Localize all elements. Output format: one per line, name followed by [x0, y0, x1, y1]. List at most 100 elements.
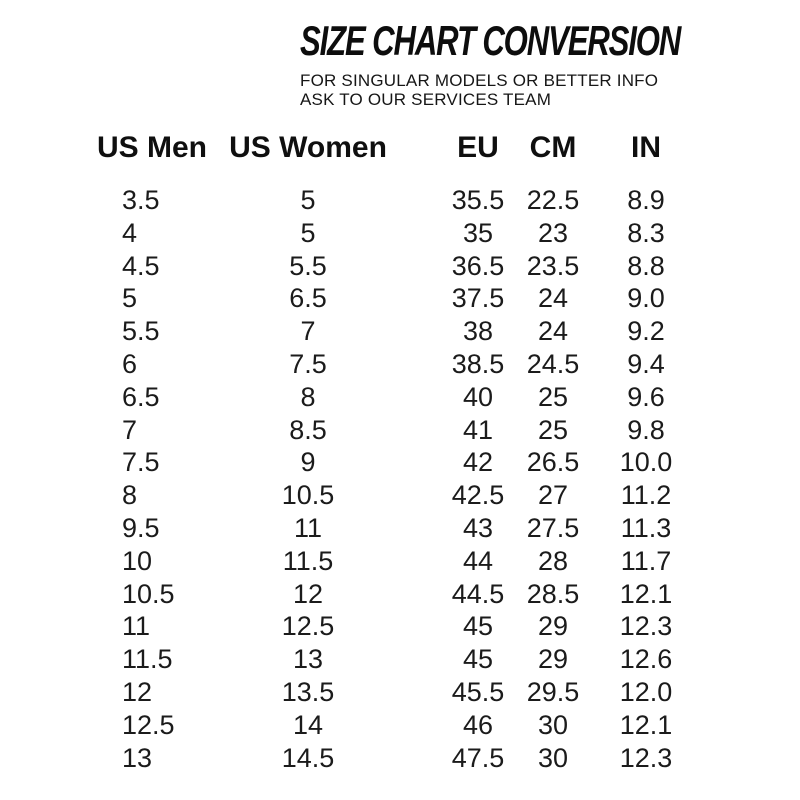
cell: 5: [300, 185, 316, 215]
cell: 7.5: [289, 348, 327, 379]
cell: 27.5: [526, 512, 580, 543]
cell: 40: [462, 381, 494, 412]
table-row: 7 8.5 41 25 9.8: [0, 414, 800, 447]
subtitle-line-2: ASK TO OUR SERVICES TEAM: [300, 90, 552, 109]
cell: 12.3: [619, 611, 673, 642]
cell: 29: [537, 644, 569, 675]
table-row: 10.5 12 44.5 28.5 12.1: [0, 578, 800, 611]
cell: 24: [537, 283, 569, 314]
column-header-in: IN: [631, 131, 661, 164]
table-row: 11 12.5 45 29 12.3: [0, 610, 800, 643]
table-row: 12 13.5 45.5 29.5 12.0: [0, 676, 800, 709]
cell: 11.3: [620, 512, 672, 543]
cell: 23.5: [526, 250, 580, 281]
cell: 6: [122, 348, 138, 379]
cell: 35.5: [451, 185, 505, 215]
subtitle-line-1: FOR SINGULAR MODELS OR BETTER INFO: [300, 71, 659, 90]
cell: 4.5: [122, 250, 160, 281]
cell: 9.4: [627, 348, 665, 379]
cell: 25: [537, 381, 569, 412]
cell: 24: [537, 316, 569, 347]
cell: 14.5: [281, 742, 335, 773]
cell: 10.5: [122, 578, 175, 609]
cell: 44: [462, 545, 494, 576]
cell: 12.3: [619, 742, 673, 773]
cell: 29: [537, 611, 569, 642]
table-row: 6.5 8 40 25 9.6: [0, 381, 800, 414]
cell: 28.5: [526, 578, 580, 609]
table-row: 7.5 9 42 26.5 10.0: [0, 446, 800, 479]
cell: 5.5: [122, 316, 160, 347]
cell: 8: [300, 381, 316, 412]
cell: 9.8: [627, 414, 665, 445]
cell: 9.0: [627, 283, 665, 314]
cell: 36.5: [451, 250, 505, 281]
cell: 22.5: [526, 185, 580, 215]
cell: 45: [462, 644, 494, 675]
cell: 12.1: [619, 709, 673, 740]
cell: 11.7: [620, 545, 672, 576]
cell: 27: [537, 480, 569, 511]
cell: 12.5: [122, 709, 175, 740]
table-row: 13 14.5 47.5 30 12.3: [0, 742, 800, 775]
cell: 6.5: [122, 381, 160, 412]
cell: 30: [537, 709, 569, 740]
table-row: 3.5 5 35.5 22.5 8.9: [0, 184, 800, 217]
cell: 29.5: [526, 676, 580, 707]
cell: 4: [122, 217, 138, 248]
cell: 37.5: [451, 283, 505, 314]
cell: 10.0: [619, 447, 673, 478]
cell: 38.5: [451, 348, 505, 379]
cell: 6.5: [289, 283, 327, 314]
cell: 12.5: [281, 611, 335, 642]
cell: 8.3: [627, 217, 665, 248]
cell: 13: [122, 742, 153, 773]
cell: 10.5: [281, 480, 335, 511]
chart-header: SIZE CHART CONVERSION FOR SINGULAR MODEL…: [300, 20, 770, 110]
cell: 5: [300, 217, 316, 248]
table-row: 4.5 5.5 36.5 23.5 8.8: [0, 250, 800, 283]
cell: 10: [122, 545, 153, 576]
cell: 5.5: [289, 250, 327, 281]
cell: 11: [122, 611, 151, 642]
cell: 8.9: [627, 185, 665, 215]
cell: 11.5: [282, 545, 334, 576]
cell: 14: [292, 709, 324, 740]
cell: 11.2: [620, 480, 672, 511]
cell: 42: [462, 447, 494, 478]
table-body: 3.5 5 35.5 22.5 8.9 4 5 35 23 8.3 4.5 5.5 36.5 23.5 8.…: [0, 184, 800, 774]
cell: 46: [462, 709, 494, 740]
column-header-cm: CM: [529, 131, 577, 164]
cell: 8.8: [627, 250, 665, 281]
cell: 8.5: [289, 414, 327, 445]
cell: 9.2: [627, 316, 665, 347]
cell: 24.5: [526, 348, 580, 379]
cell: 11: [293, 512, 323, 543]
cell: 9.6: [627, 381, 665, 412]
cell: 26.5: [526, 447, 580, 478]
cell: 25: [537, 414, 569, 445]
cell: 12: [122, 676, 153, 707]
cell: 7: [122, 414, 138, 445]
cell: 5: [122, 283, 138, 314]
cell: 28: [537, 545, 569, 576]
cell: 12: [292, 578, 324, 609]
cell: 11.5: [122, 644, 173, 675]
column-header-us-women: US Women: [229, 131, 387, 164]
cell: 41: [462, 414, 494, 445]
cell: 13: [292, 644, 324, 675]
cell: 12.0: [619, 676, 673, 707]
cell: 30: [537, 742, 569, 773]
table-row: 9.5 11 43 27.5 11.3: [0, 512, 800, 545]
cell: 35: [462, 217, 494, 248]
cell: 23: [537, 217, 569, 248]
cell: 44.5: [451, 578, 505, 609]
cell: 7: [300, 316, 316, 347]
cell: 38: [462, 316, 494, 347]
cell: 3.5: [122, 185, 160, 215]
cell: 47.5: [451, 742, 505, 773]
cell: 12.6: [619, 644, 673, 675]
cell: 7.5: [122, 447, 160, 478]
table-row: 8 10.5 42.5 27 11.2: [0, 479, 800, 512]
cell: 45: [462, 611, 494, 642]
